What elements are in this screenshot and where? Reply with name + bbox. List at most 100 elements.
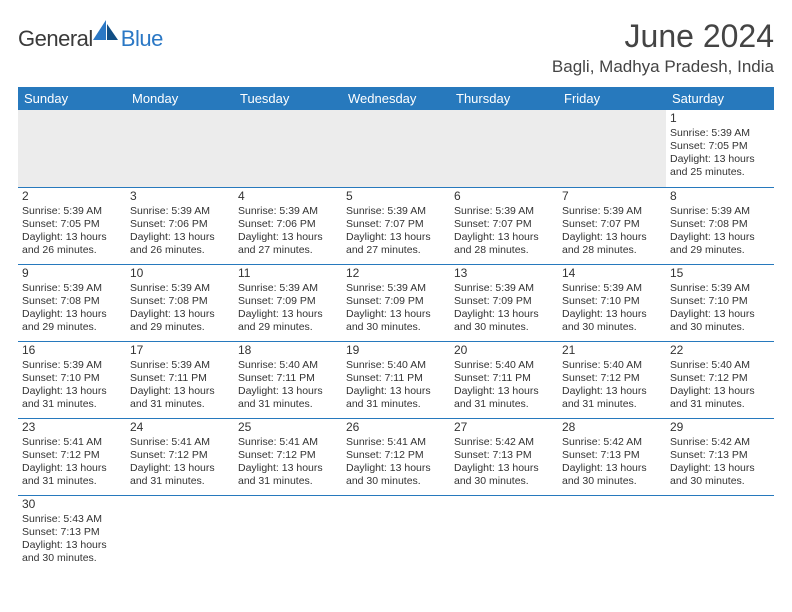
day-number: 15	[670, 266, 770, 281]
daylight-line: Daylight: 13 hours and 31 minutes.	[238, 385, 338, 411]
sunrise-line: Sunrise: 5:40 AM	[670, 359, 770, 372]
sunrise-line: Sunrise: 5:39 AM	[238, 282, 338, 295]
sunset-line: Sunset: 7:07 PM	[562, 218, 662, 231]
sunrise-line: Sunrise: 5:40 AM	[562, 359, 662, 372]
day-number: 29	[670, 420, 770, 435]
calendar-cell	[558, 110, 666, 187]
daylight-line: Daylight: 13 hours and 30 minutes.	[454, 462, 554, 488]
calendar-cell	[126, 110, 234, 187]
day-number: 23	[22, 420, 122, 435]
sunrise-line: Sunrise: 5:39 AM	[130, 359, 230, 372]
sunset-line: Sunset: 7:12 PM	[238, 449, 338, 462]
sunrise-line: Sunrise: 5:40 AM	[454, 359, 554, 372]
calendar-cell: 24Sunrise: 5:41 AMSunset: 7:12 PMDayligh…	[126, 418, 234, 495]
sunset-line: Sunset: 7:12 PM	[670, 372, 770, 385]
sunrise-line: Sunrise: 5:39 AM	[562, 205, 662, 218]
day-number: 11	[238, 266, 338, 281]
sunset-line: Sunset: 7:12 PM	[346, 449, 446, 462]
calendar-cell: 29Sunrise: 5:42 AMSunset: 7:13 PMDayligh…	[666, 418, 774, 495]
calendar-cell: 4Sunrise: 5:39 AMSunset: 7:06 PMDaylight…	[234, 187, 342, 264]
calendar-cell: 19Sunrise: 5:40 AMSunset: 7:11 PMDayligh…	[342, 341, 450, 418]
daylight-line: Daylight: 13 hours and 29 minutes.	[670, 231, 770, 257]
sunrise-line: Sunrise: 5:39 AM	[346, 282, 446, 295]
sunrise-line: Sunrise: 5:42 AM	[454, 436, 554, 449]
day-number: 1	[670, 111, 770, 126]
calendar-cell: 16Sunrise: 5:39 AMSunset: 7:10 PMDayligh…	[18, 341, 126, 418]
sunrise-line: Sunrise: 5:39 AM	[670, 282, 770, 295]
daylight-line: Daylight: 13 hours and 31 minutes.	[346, 385, 446, 411]
calendar-row: 1Sunrise: 5:39 AMSunset: 7:05 PMDaylight…	[18, 110, 774, 187]
sunset-line: Sunset: 7:13 PM	[670, 449, 770, 462]
daylight-line: Daylight: 13 hours and 31 minutes.	[22, 462, 122, 488]
calendar-row: 23Sunrise: 5:41 AMSunset: 7:12 PMDayligh…	[18, 418, 774, 495]
calendar-cell: 6Sunrise: 5:39 AMSunset: 7:07 PMDaylight…	[450, 187, 558, 264]
calendar-cell: 20Sunrise: 5:40 AMSunset: 7:11 PMDayligh…	[450, 341, 558, 418]
day-number: 19	[346, 343, 446, 358]
calendar-row: 30Sunrise: 5:43 AMSunset: 7:13 PMDayligh…	[18, 495, 774, 572]
calendar-cell: 1Sunrise: 5:39 AMSunset: 7:05 PMDaylight…	[666, 110, 774, 187]
sunset-line: Sunset: 7:06 PM	[130, 218, 230, 231]
sunrise-line: Sunrise: 5:39 AM	[346, 205, 446, 218]
calendar-cell: 8Sunrise: 5:39 AMSunset: 7:08 PMDaylight…	[666, 187, 774, 264]
sunset-line: Sunset: 7:11 PM	[130, 372, 230, 385]
sunset-line: Sunset: 7:10 PM	[562, 295, 662, 308]
sunset-line: Sunset: 7:09 PM	[346, 295, 446, 308]
daylight-line: Daylight: 13 hours and 30 minutes.	[454, 308, 554, 334]
calendar-cell	[18, 110, 126, 187]
sunrise-line: Sunrise: 5:42 AM	[670, 436, 770, 449]
sunrise-line: Sunrise: 5:39 AM	[22, 359, 122, 372]
calendar-cell: 14Sunrise: 5:39 AMSunset: 7:10 PMDayligh…	[558, 264, 666, 341]
calendar-cell	[234, 110, 342, 187]
calendar-cell	[342, 110, 450, 187]
sunset-line: Sunset: 7:11 PM	[238, 372, 338, 385]
daylight-line: Daylight: 13 hours and 29 minutes.	[22, 308, 122, 334]
weekday-header: Thursday	[450, 87, 558, 110]
daylight-line: Daylight: 13 hours and 30 minutes.	[346, 308, 446, 334]
weekday-header: Sunday	[18, 87, 126, 110]
weekday-header: Tuesday	[234, 87, 342, 110]
day-number: 8	[670, 189, 770, 204]
weekday-header: Saturday	[666, 87, 774, 110]
calendar-cell: 27Sunrise: 5:42 AMSunset: 7:13 PMDayligh…	[450, 418, 558, 495]
daylight-line: Daylight: 13 hours and 30 minutes.	[22, 539, 122, 565]
day-number: 17	[130, 343, 230, 358]
day-number: 3	[130, 189, 230, 204]
day-number: 18	[238, 343, 338, 358]
logo: General Blue	[18, 18, 163, 52]
weekday-header: Friday	[558, 87, 666, 110]
sunrise-line: Sunrise: 5:41 AM	[22, 436, 122, 449]
day-number: 24	[130, 420, 230, 435]
day-number: 22	[670, 343, 770, 358]
sunset-line: Sunset: 7:08 PM	[130, 295, 230, 308]
sunset-line: Sunset: 7:07 PM	[454, 218, 554, 231]
sunrise-line: Sunrise: 5:40 AM	[346, 359, 446, 372]
daylight-line: Daylight: 13 hours and 29 minutes.	[130, 308, 230, 334]
calendar-cell	[558, 495, 666, 572]
sunset-line: Sunset: 7:07 PM	[346, 218, 446, 231]
daylight-line: Daylight: 13 hours and 27 minutes.	[346, 231, 446, 257]
sunset-line: Sunset: 7:11 PM	[454, 372, 554, 385]
sunset-line: Sunset: 7:06 PM	[238, 218, 338, 231]
calendar-cell: 30Sunrise: 5:43 AMSunset: 7:13 PMDayligh…	[18, 495, 126, 572]
day-number: 20	[454, 343, 554, 358]
day-number: 7	[562, 189, 662, 204]
calendar-cell: 28Sunrise: 5:42 AMSunset: 7:13 PMDayligh…	[558, 418, 666, 495]
daylight-line: Daylight: 13 hours and 31 minutes.	[22, 385, 122, 411]
calendar-row: 2Sunrise: 5:39 AMSunset: 7:05 PMDaylight…	[18, 187, 774, 264]
sunrise-line: Sunrise: 5:41 AM	[130, 436, 230, 449]
sunrise-line: Sunrise: 5:39 AM	[238, 205, 338, 218]
weekday-header: Monday	[126, 87, 234, 110]
daylight-line: Daylight: 13 hours and 30 minutes.	[670, 308, 770, 334]
calendar-cell: 11Sunrise: 5:39 AMSunset: 7:09 PMDayligh…	[234, 264, 342, 341]
day-number: 13	[454, 266, 554, 281]
daylight-line: Daylight: 13 hours and 26 minutes.	[130, 231, 230, 257]
daylight-line: Daylight: 13 hours and 31 minutes.	[670, 385, 770, 411]
day-number: 9	[22, 266, 122, 281]
daylight-line: Daylight: 13 hours and 30 minutes.	[346, 462, 446, 488]
calendar-row: 9Sunrise: 5:39 AMSunset: 7:08 PMDaylight…	[18, 264, 774, 341]
daylight-line: Daylight: 13 hours and 31 minutes.	[454, 385, 554, 411]
sunrise-line: Sunrise: 5:41 AM	[238, 436, 338, 449]
sunset-line: Sunset: 7:13 PM	[22, 526, 122, 539]
sunset-line: Sunset: 7:05 PM	[22, 218, 122, 231]
calendar-cell: 22Sunrise: 5:40 AMSunset: 7:12 PMDayligh…	[666, 341, 774, 418]
